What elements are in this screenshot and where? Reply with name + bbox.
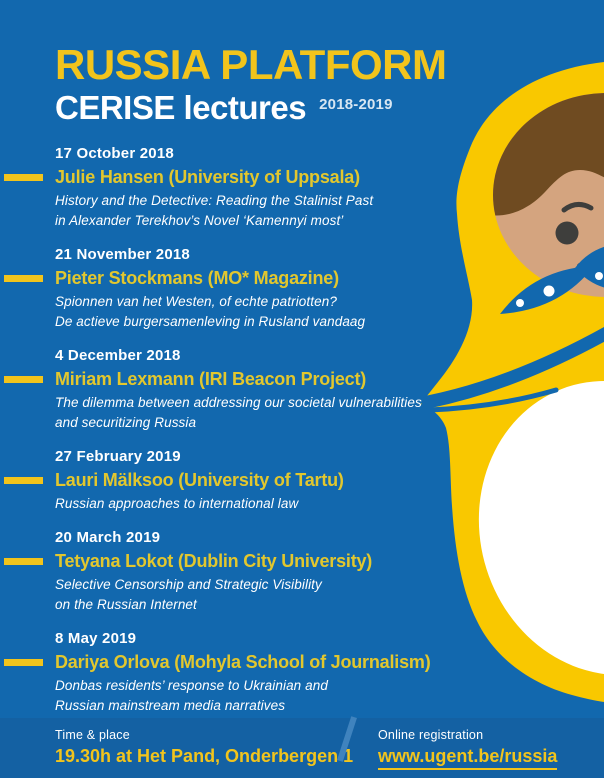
lecture-topic-line: in Alexander Terekhov’s Novel ‘Kamennyi … (55, 213, 344, 228)
lecture-date: 4 December 2018 (55, 347, 181, 364)
speaker-accent-dash (4, 558, 43, 565)
header: RUSSIA PLATFORM CERISE lectures 2018-201… (55, 41, 447, 126)
eye-icon (555, 221, 579, 245)
lecture-speaker: Pieter Stockmans (MO* Magazine) (4, 268, 485, 288)
scarf-dot (543, 285, 555, 297)
poster-subtitle: CERISE lectures (55, 89, 307, 126)
lecture-speaker: Dariya Orlova (Mohyla School of Journali… (4, 652, 485, 672)
footer: Time & place 19.30h at Het Pand, Onderbe… (0, 716, 604, 778)
footer-registration-block: Online registration www.ugent.be/russia (378, 727, 558, 770)
lecture-entry: 20 March 2019 Tetyana Lokot (Dublin City… (4, 529, 485, 615)
speaker-name: Miriam Lexmann (IRI Beacon Project) (55, 369, 367, 389)
doll-face (493, 93, 604, 297)
scarf-dot (595, 272, 603, 280)
time-place-label: Time & place (55, 728, 130, 742)
speaker-accent-dash (4, 659, 43, 666)
speaker-name: Lauri Mälksoo (University of Tartu) (55, 470, 344, 490)
lecture-topic-line: Spionnen van het Westen, of echte patrio… (55, 294, 337, 309)
lecture-topic-line: De actieve burgersamenleving in Rusland … (55, 314, 366, 329)
lecture-topic-line: History and the Detective: Reading the S… (55, 193, 374, 208)
footer-time-block: Time & place 19.30h at Het Pand, Onderbe… (55, 727, 353, 767)
lecture-entry: 27 February 2019 Lauri Mälksoo (Universi… (4, 448, 485, 514)
time-place-value: 19.30h at Het Pand, Onderbergen 1 (55, 746, 354, 766)
speaker-name: Tetyana Lokot (Dublin City University) (55, 551, 373, 571)
lecture-speaker: Julie Hansen (University of Uppsala) (4, 167, 485, 187)
lecture-entry: 17 October 2018 Julie Hansen (University… (4, 145, 485, 231)
smile-icon (577, 263, 604, 277)
lecture-date: 27 February 2019 (55, 448, 181, 465)
speaker-accent-dash (4, 376, 43, 383)
lecture-topic-line: Russian mainstream media narratives (55, 698, 286, 713)
lecture-entry: 8 May 2019 Dariya Orlova (Mohyla School … (4, 630, 485, 716)
speaker-name: Julie Hansen (University of Uppsala) (55, 167, 360, 187)
speaker-accent-dash (4, 477, 43, 484)
lecture-topic-line: Russian approaches to international law (55, 496, 299, 511)
lecture-topic-line: and securitizing Russia (55, 415, 197, 430)
scarf-knot-icon (500, 266, 594, 314)
lecture-date: 8 May 2019 (55, 630, 137, 647)
lecture-entry: 21 November 2018 Pieter Stockmans (MO* M… (4, 246, 485, 332)
speaker-name: Pieter Stockmans (MO* Magazine) (55, 268, 339, 288)
lecture-date: 20 March 2019 (55, 529, 161, 546)
lecture-speaker: Tetyana Lokot (Dublin City University) (4, 551, 485, 571)
speaker-accent-dash (4, 174, 43, 181)
lecture-entry: 4 December 2018 Miriam Lexmann (IRI Beac… (4, 347, 485, 433)
lecture-speaker: Lauri Mälksoo (University of Tartu) (4, 470, 485, 490)
lecture-list: 17 October 2018 Julie Hansen (University… (4, 145, 485, 732)
hair-icon (493, 93, 604, 216)
scarf-dot (516, 299, 524, 307)
speaker-name: Dariya Orlova (Mohyla School of Journali… (55, 652, 431, 672)
registration-url-link[interactable]: www.ugent.be/russia (378, 745, 558, 770)
lecture-topic-line: Donbas residents’ response to Ukrainian … (55, 678, 328, 693)
lecture-topic-line: Selective Censorship and Strategic Visib… (55, 577, 322, 592)
lecture-topic-line: The dilemma between addressing our socie… (55, 395, 422, 410)
lecture-topic-line: on the Russian Internet (55, 597, 197, 612)
poster-title: RUSSIA PLATFORM (55, 41, 447, 88)
eyebrow-icon (561, 202, 594, 213)
poster-season: 2018-2019 (319, 96, 393, 113)
online-registration-label: Online registration (378, 728, 484, 742)
lecture-speaker: Miriam Lexmann (IRI Beacon Project) (4, 369, 485, 389)
scarf-knot-icon (575, 246, 604, 288)
lecture-date: 17 October 2018 (55, 145, 174, 162)
speaker-accent-dash (4, 275, 43, 282)
lecture-date: 21 November 2018 (55, 246, 190, 263)
